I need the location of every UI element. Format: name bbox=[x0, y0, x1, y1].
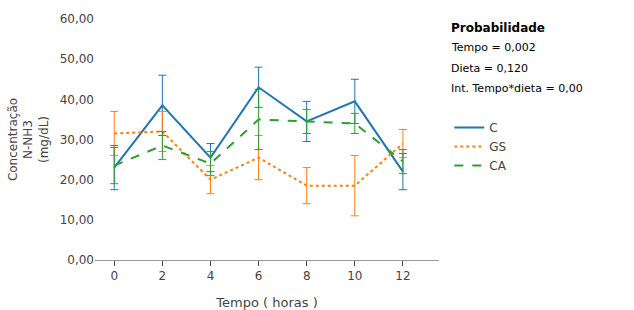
svg-text:Int. Tempo*dieta = 0,00: Int. Tempo*dieta = 0,00 bbox=[451, 82, 583, 95]
svg-text:GS: GS bbox=[489, 140, 506, 154]
svg-text:40,00: 40,00 bbox=[60, 93, 94, 107]
svg-text:0: 0 bbox=[110, 269, 118, 283]
svg-text:C: C bbox=[489, 121, 497, 135]
svg-text:Dieta = 0,120: Dieta = 0,120 bbox=[451, 62, 528, 75]
svg-text:Tempo = 0,002: Tempo = 0,002 bbox=[451, 41, 536, 54]
svg-text:30,00: 30,00 bbox=[60, 133, 94, 147]
svg-text:4: 4 bbox=[207, 269, 215, 283]
svg-text:50,00: 50,00 bbox=[60, 52, 94, 66]
svg-text:10: 10 bbox=[347, 269, 362, 283]
svg-text:20,00: 20,00 bbox=[60, 173, 94, 187]
svg-text:0,00: 0,00 bbox=[67, 253, 94, 267]
svg-text:2: 2 bbox=[159, 269, 167, 283]
svg-text:12: 12 bbox=[395, 269, 410, 283]
svg-text:6: 6 bbox=[255, 269, 263, 283]
svg-text:Tempo ( horas ): Tempo ( horas ) bbox=[215, 295, 317, 310]
svg-text:Probabilidade: Probabilidade bbox=[451, 21, 545, 35]
svg-text:10,00: 10,00 bbox=[60, 213, 94, 227]
svg-text:8: 8 bbox=[303, 269, 311, 283]
svg-text:CA: CA bbox=[489, 159, 506, 173]
svg-text:ConcentraçãoN-NH3(mg/dL): ConcentraçãoN-NH3(mg/dL) bbox=[6, 98, 51, 181]
svg-text:60,00: 60,00 bbox=[60, 12, 94, 26]
